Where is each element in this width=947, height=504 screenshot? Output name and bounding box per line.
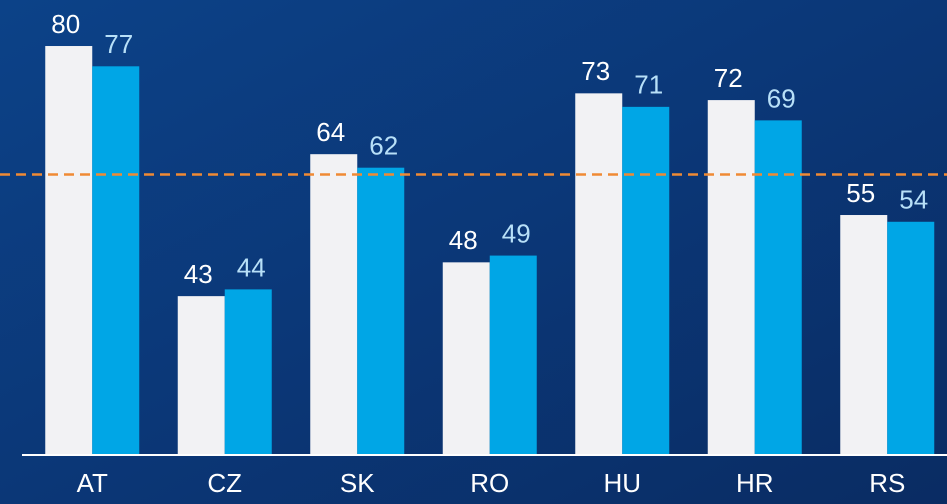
value-label: 69: [767, 83, 796, 113]
bar: [177, 296, 225, 455]
value-label: 71: [634, 70, 663, 100]
value-label: 44: [237, 252, 266, 282]
bar: [45, 46, 93, 456]
value-label: 80: [51, 9, 80, 39]
value-label: 72: [714, 63, 743, 93]
x-tick-label: CZ: [207, 468, 242, 498]
bar: [224, 289, 272, 455]
value-label: 62: [369, 131, 398, 161]
bar: [310, 154, 358, 455]
bar: [754, 120, 802, 455]
bar: [357, 167, 405, 455]
bar: [442, 262, 490, 455]
value-label: 73: [581, 56, 610, 86]
x-tick-label: HU: [603, 468, 641, 498]
bar: [622, 106, 670, 456]
value-label: 55: [846, 178, 875, 208]
bar: [489, 255, 537, 455]
bar: [575, 93, 623, 455]
x-tick-label: SK: [340, 468, 375, 498]
value-label: 64: [316, 117, 345, 147]
value-label: 77: [104, 29, 133, 59]
value-label: 43: [184, 259, 213, 289]
bar: [92, 66, 140, 456]
value-label: 49: [502, 218, 531, 248]
x-tick-label: RS: [869, 468, 905, 498]
x-tick-label: RO: [470, 468, 509, 498]
value-label: 48: [449, 225, 478, 255]
bar: [840, 215, 888, 455]
x-tick-label: HR: [736, 468, 774, 498]
bar: [887, 221, 935, 455]
bar: [707, 100, 755, 455]
value-label: 54: [899, 185, 928, 215]
x-tick-label: AT: [77, 468, 108, 498]
